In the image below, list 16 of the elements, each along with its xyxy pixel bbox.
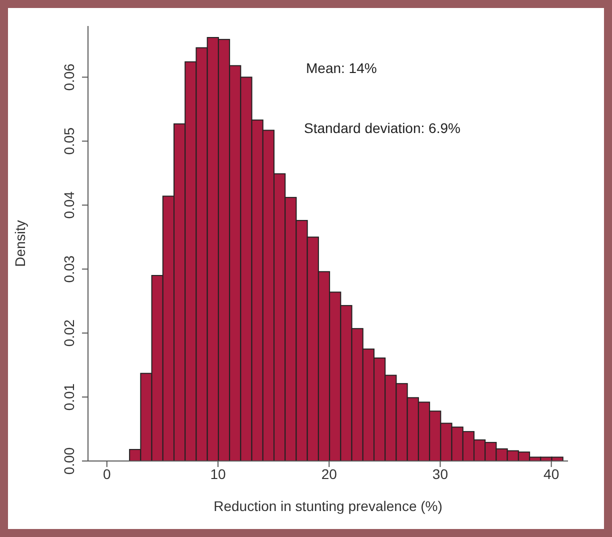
annotation: Standard deviation: 6.9% [304, 120, 460, 136]
y-tick-label: 0.04 [61, 191, 77, 219]
y-axis-title: Density [12, 220, 28, 267]
x-tick-label: 40 [544, 466, 560, 482]
x-tick-label: 0 [102, 466, 111, 482]
annotation: Mean: 14% [306, 60, 377, 76]
x-tick-label: 20 [321, 466, 338, 482]
y-tick-label: 0.02 [61, 319, 77, 347]
x-axis-title: Reduction in stunting prevalence (%) [214, 498, 442, 514]
y-tick-label: 0.05 [61, 127, 77, 155]
y-tick-label: 0.00 [61, 447, 77, 475]
y-tick-label: 0.06 [61, 63, 77, 91]
x-tick-label: 30 [432, 466, 448, 482]
x-tick-label: 10 [210, 466, 226, 482]
y-tick-label: 0.01 [61, 383, 77, 411]
y-tick-label: 0.03 [61, 255, 77, 283]
